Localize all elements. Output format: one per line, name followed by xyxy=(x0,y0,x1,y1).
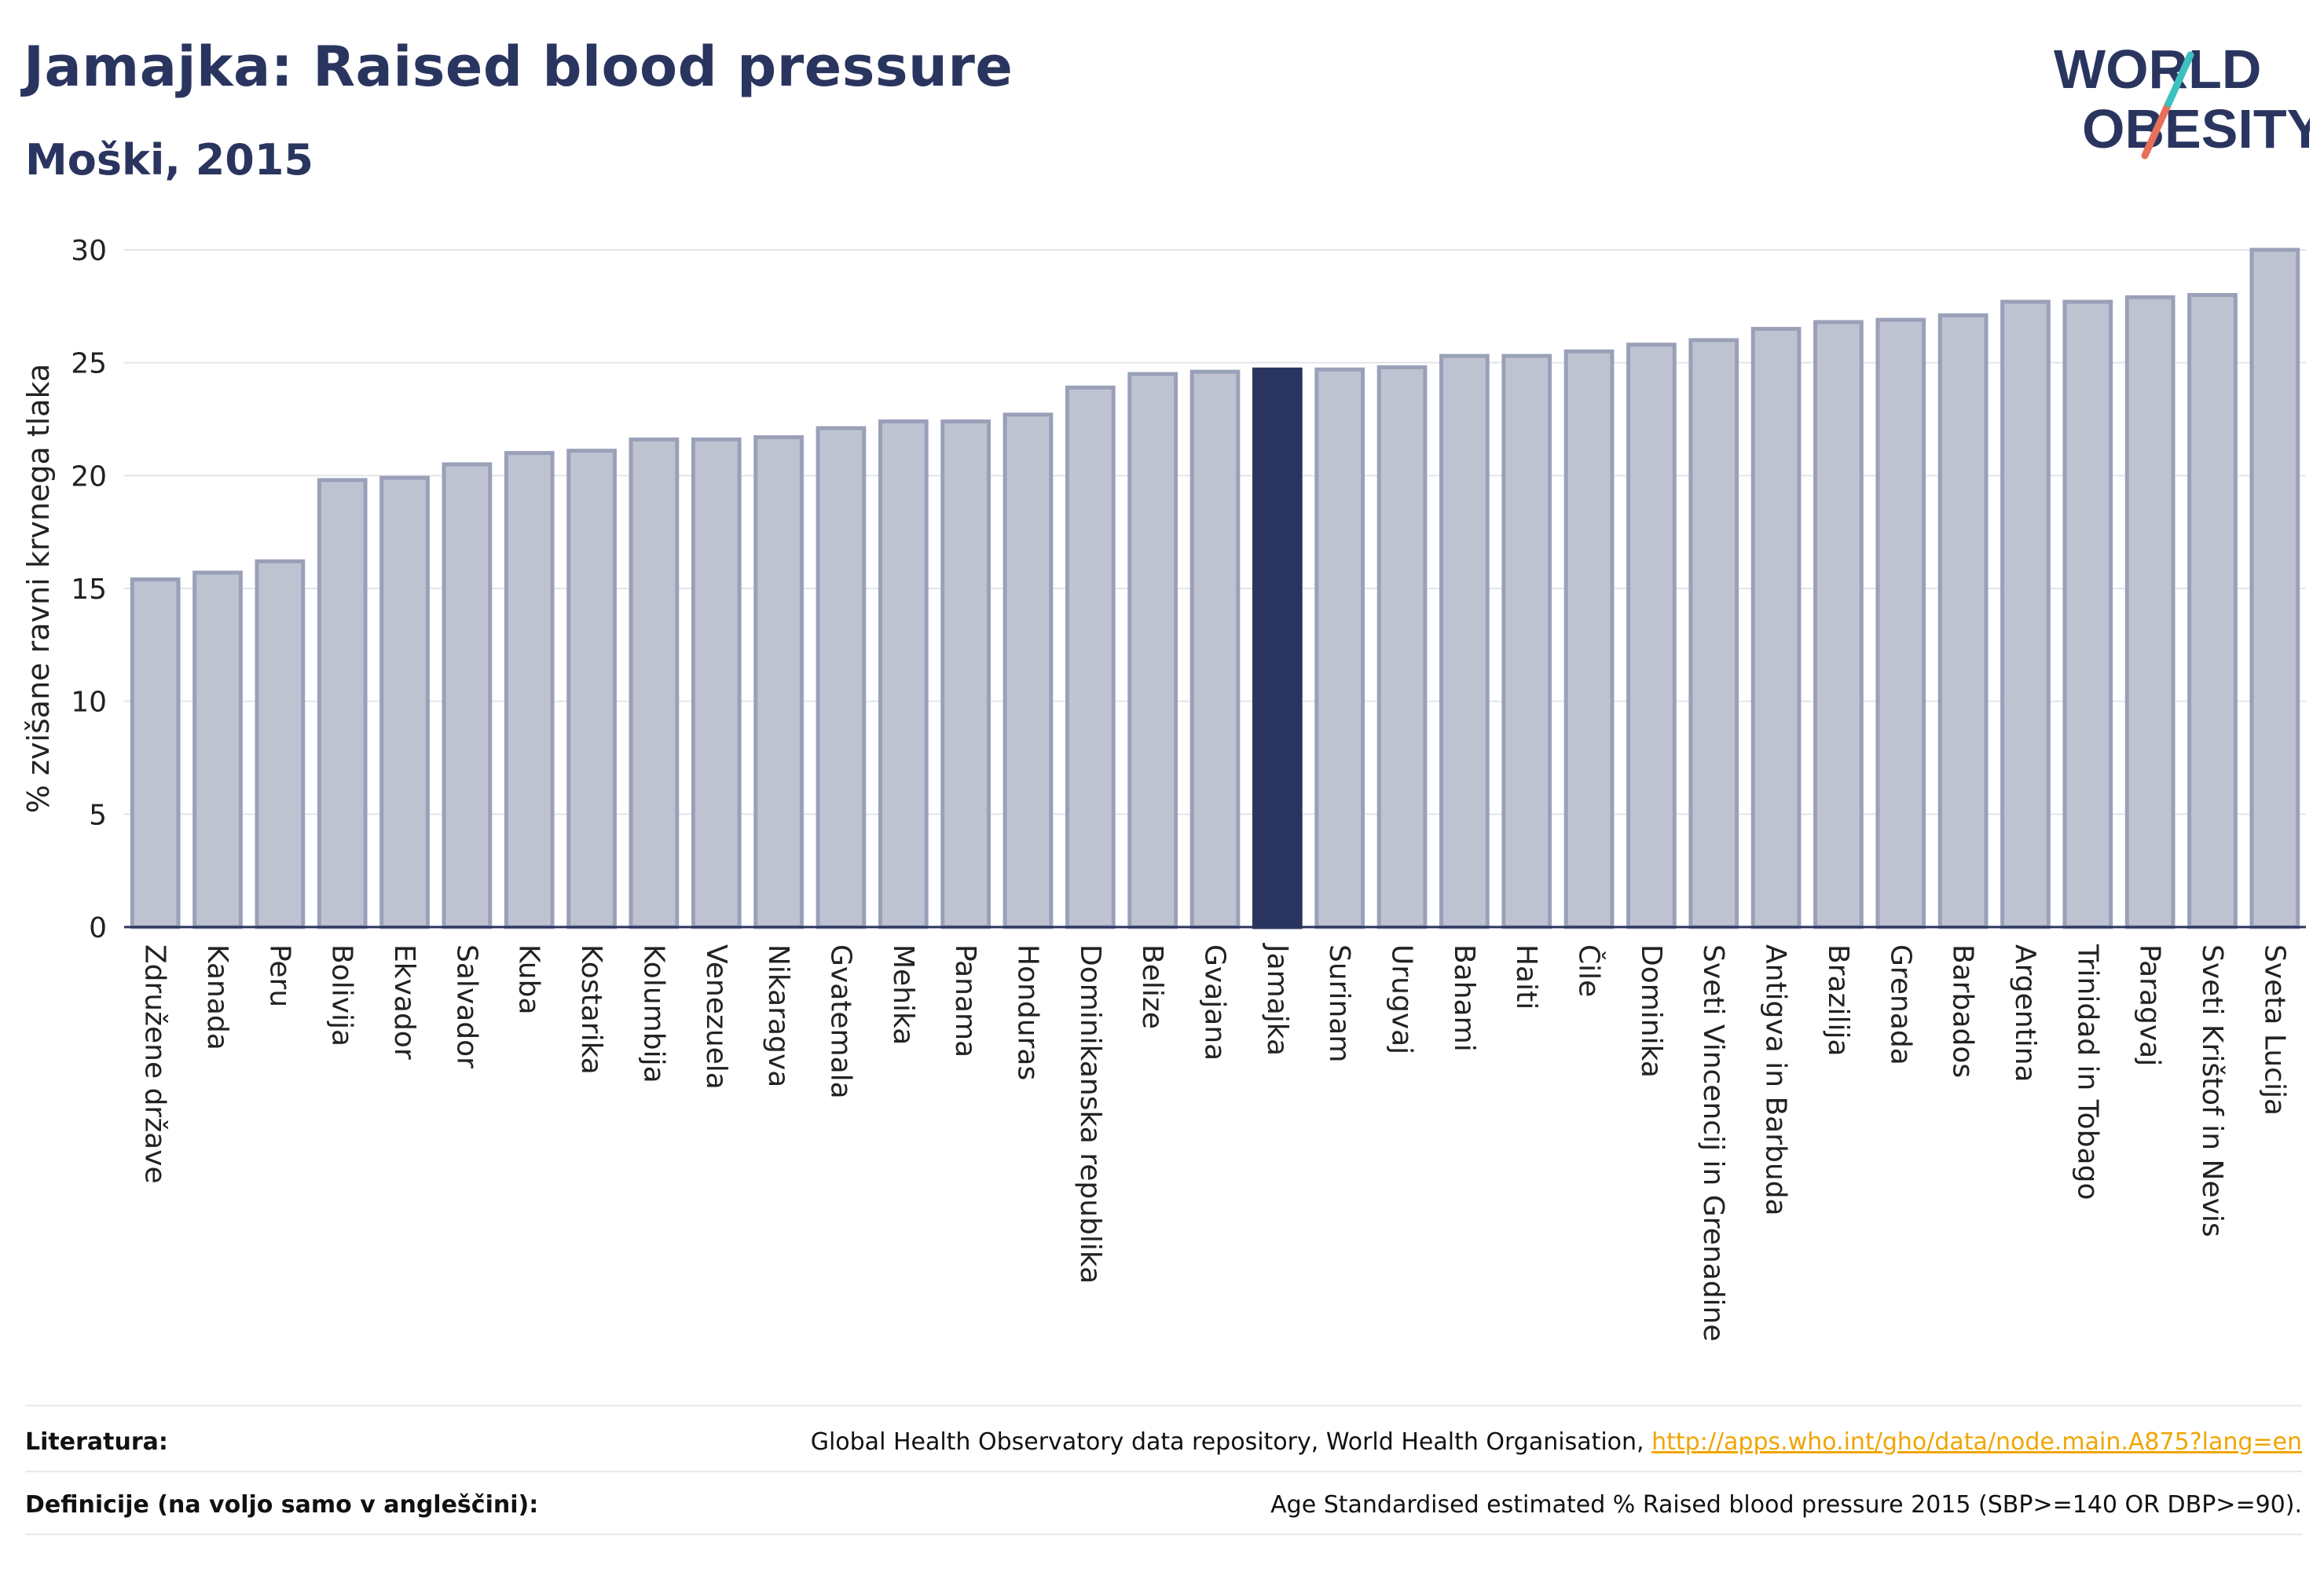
x-tick-label: Paragvaj xyxy=(2134,944,2166,1066)
x-tick-label: Kuba xyxy=(513,944,545,1015)
bar xyxy=(1875,317,1926,929)
logo-text-world: WORLD xyxy=(2054,38,2261,100)
bar xyxy=(753,434,804,929)
y-tick-label: 25 xyxy=(71,348,107,380)
footer-divider-top xyxy=(25,1405,2302,1406)
definitions-text: Age Standardised estimated % Raised bloo… xyxy=(1270,1490,2302,1519)
bar xyxy=(1501,354,1552,929)
bar xyxy=(1750,327,1802,929)
chart-title: Jamajka: Raised blood pressure xyxy=(24,35,1014,99)
x-tick-label: Urugvaj xyxy=(1386,944,1418,1054)
x-tick-label: Venezuela xyxy=(700,944,732,1090)
chart-subtitle: Moški, 2015 xyxy=(25,135,314,185)
y-tick-label: 30 xyxy=(71,235,107,267)
bar-chart: 0 5 10 15 20 25 30 Združene države Kanada Peru Bo… xyxy=(21,235,2306,1342)
bar-highlighted xyxy=(1252,367,1303,929)
literature-link[interactable]: http://apps.who.int/gho/data/node.main.A… xyxy=(1651,1428,2302,1456)
bar xyxy=(566,449,617,929)
x-tick-label: Ekvador xyxy=(388,944,420,1060)
world-obesity-logo: WORLD OBESITY xyxy=(2054,38,2310,159)
footer-literature-row: Literatura: Global Health Observatory da… xyxy=(25,1410,2302,1473)
x-tick-label: Bolivija xyxy=(326,944,358,1046)
bar xyxy=(1314,367,1365,929)
x-tick-label: Čile xyxy=(1573,944,1606,997)
x-tick-label: Kanada xyxy=(201,944,233,1050)
literature-value: Global Health Observatory data repositor… xyxy=(811,1428,2302,1456)
bar xyxy=(1127,372,1178,929)
bar xyxy=(2124,295,2176,929)
bar xyxy=(130,577,181,929)
x-tick-label: Panama xyxy=(949,944,981,1057)
footer-definitions-row: Definicije (na voljo samo v angleščini):… xyxy=(25,1473,2302,1536)
x-tick-label: Grenada xyxy=(1884,944,1916,1065)
x-tick-label: Antigva in Barbuda xyxy=(1760,944,1792,1216)
x-tick-label: Kolumbija xyxy=(637,944,669,1083)
bar xyxy=(629,437,680,929)
bars xyxy=(130,247,2300,929)
bar xyxy=(1937,313,1989,929)
x-tick-label: Sveti Vincencij in Grenadine xyxy=(1697,944,1729,1342)
logo-text-obesity: OBESITY xyxy=(2082,98,2310,159)
bar xyxy=(2000,299,2051,929)
bar xyxy=(2187,292,2238,929)
bar xyxy=(1813,320,1864,929)
x-tick-label: Sveta Lucija xyxy=(2258,944,2290,1116)
x-tick-label: Belize xyxy=(1136,944,1168,1029)
literature-text: Global Health Observatory data repositor… xyxy=(810,1428,1644,1456)
bar xyxy=(442,462,493,929)
y-tick-label: 15 xyxy=(71,574,107,606)
x-tick-label: Nikaragva xyxy=(762,944,794,1087)
y-axis-label: % zvišane ravni krvnega tlaka xyxy=(21,364,56,813)
definitions-label: Definicije (na voljo samo v angleščini): xyxy=(25,1490,539,1519)
x-tick-label: Mehika xyxy=(887,944,919,1045)
bar xyxy=(1003,412,1054,929)
x-tick-label: Kostarika xyxy=(575,944,607,1075)
bar xyxy=(2062,299,2113,929)
x-tick-label: Združene države xyxy=(139,944,171,1184)
bar xyxy=(1065,385,1116,929)
x-tick-label: Sveti Krištof in Nevis xyxy=(2196,944,2228,1237)
bar xyxy=(504,451,555,929)
y-tick-label: 20 xyxy=(71,460,107,493)
y-tick-label: 0 xyxy=(89,912,107,944)
x-tick-label: Gvajana xyxy=(1199,944,1231,1061)
y-tick-label: 10 xyxy=(71,687,107,719)
bar xyxy=(1189,369,1241,929)
bar xyxy=(816,426,867,929)
bar xyxy=(1626,343,1677,929)
x-tick-label: Dominika xyxy=(1635,944,1667,1078)
literature-label: Literatura: xyxy=(25,1428,168,1456)
bar xyxy=(940,419,991,929)
x-tick-label: Jamajka xyxy=(1261,943,1293,1056)
x-tick-label: Trinidad in Tobago xyxy=(2071,944,2103,1200)
x-tick-label: Brazilija xyxy=(1822,944,1854,1057)
bar xyxy=(1563,349,1615,929)
x-tick-label: Gvatemala xyxy=(824,944,856,1099)
bar xyxy=(1376,365,1428,929)
bar xyxy=(2249,247,2300,929)
bar xyxy=(878,419,929,929)
bar xyxy=(379,475,430,929)
footer-divider-bottom xyxy=(25,1534,2302,1535)
bar xyxy=(255,559,306,929)
x-tick-label: Honduras xyxy=(1011,944,1043,1080)
x-tick-label: Haiti xyxy=(1510,944,1542,1010)
y-tick-label: 5 xyxy=(89,799,107,831)
bar xyxy=(1439,354,1490,929)
x-tick-label: Dominikanska republika xyxy=(1074,944,1106,1284)
x-tick-label: Argentina xyxy=(2009,944,2041,1083)
bar xyxy=(192,570,243,929)
x-tick-label: Bahami xyxy=(1448,944,1480,1052)
bar xyxy=(317,478,368,929)
x-tick-label: Surinam xyxy=(1323,944,1355,1062)
x-axis-ticks: Združene države Kanada Peru Bolivija Ekvador… xyxy=(139,943,2291,1342)
footer-divider-middle xyxy=(25,1471,2302,1472)
bar xyxy=(1688,338,1739,929)
bar xyxy=(691,437,742,929)
y-axis-ticks: 0 5 10 15 20 25 30 xyxy=(71,235,107,944)
x-tick-label: Salvador xyxy=(450,944,482,1068)
x-tick-label: Barbados xyxy=(1947,944,1979,1078)
x-tick-label: Peru xyxy=(263,944,295,1007)
